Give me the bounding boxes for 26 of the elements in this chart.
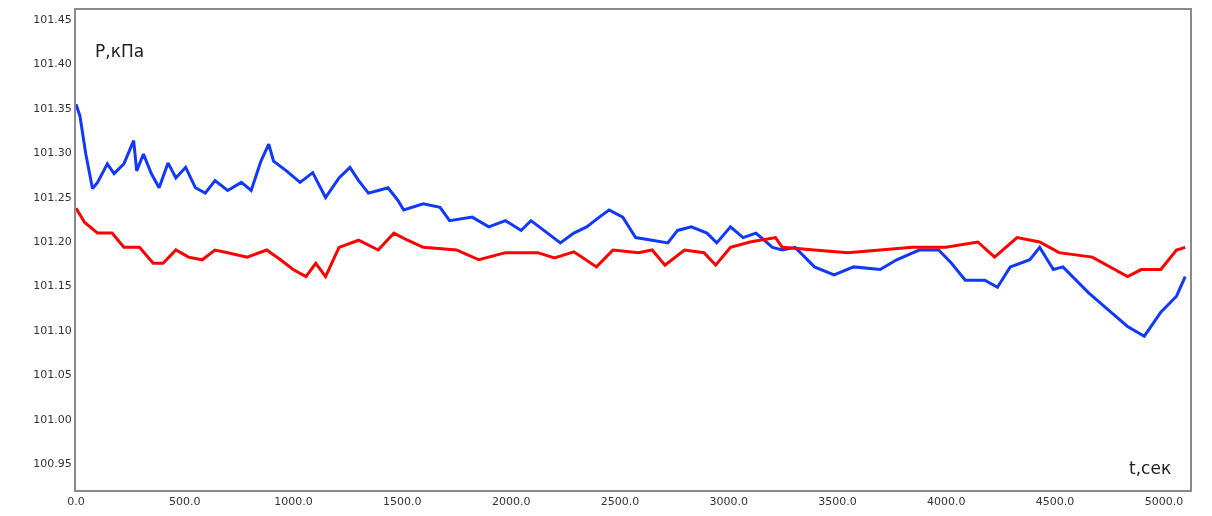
x-tick-label: 2000.0 bbox=[491, 495, 531, 509]
x-tick-label: 5000.0 bbox=[1144, 495, 1184, 509]
x-tick-label: 0.0 bbox=[67, 495, 85, 509]
x-axis-title: t,сек bbox=[1129, 458, 1172, 478]
x-tick-label: 1500.0 bbox=[383, 495, 422, 509]
y-axis-title: P,кПа bbox=[95, 41, 145, 61]
y-tick-label: 101.45 bbox=[33, 12, 72, 26]
x-tick-label: 500.0 bbox=[169, 495, 201, 509]
line-series bbox=[76, 102, 1187, 338]
x-tick-label: 3500.0 bbox=[818, 495, 857, 509]
line-series bbox=[76, 206, 1187, 279]
y-tick-label: 101.30 bbox=[33, 146, 72, 160]
x-tick-label: 1000.0 bbox=[274, 495, 313, 509]
y-tick-label: 101.10 bbox=[33, 323, 72, 337]
y-tick-label: 101.05 bbox=[33, 368, 72, 382]
y-tick-label: 101.20 bbox=[33, 234, 72, 248]
y-tick-label: 101.25 bbox=[33, 190, 72, 204]
y-tick-label: 101.15 bbox=[33, 279, 72, 293]
x-tick-label: 4500.0 bbox=[1035, 495, 1075, 509]
y-tick-label: 101.00 bbox=[33, 412, 72, 426]
x-tick-label: 2500.0 bbox=[600, 495, 640, 509]
x-tick-label: 3000.0 bbox=[709, 495, 748, 509]
y-tick-label: 100.95 bbox=[33, 457, 72, 471]
y-tick-label: 101.35 bbox=[33, 101, 72, 115]
y-tick-label: 101.40 bbox=[33, 57, 72, 71]
x-tick-label: 4000.0 bbox=[927, 495, 966, 509]
